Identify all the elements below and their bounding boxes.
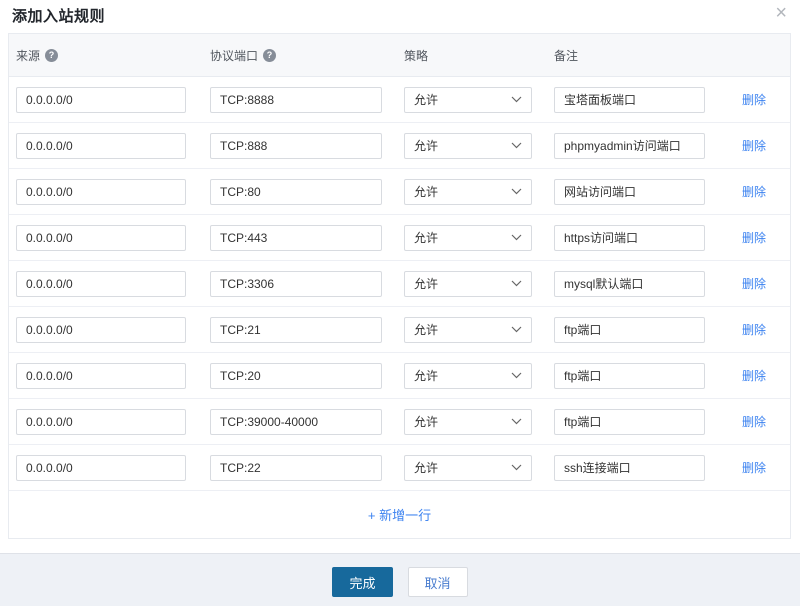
- policy-selected-value: 允许: [414, 231, 439, 245]
- delete-link[interactable]: 删除: [741, 139, 766, 153]
- delete-link[interactable]: 删除: [741, 231, 766, 245]
- inbound-rules-table: 来源 ? 协议端口 ? 策略 备注 允许: [8, 33, 791, 539]
- help-icon[interactable]: ?: [263, 48, 277, 62]
- delete-link[interactable]: 删除: [741, 277, 766, 291]
- table-header-row: 来源 ? 协议端口 ? 策略 备注: [9, 34, 790, 77]
- protocol-port-input[interactable]: [210, 224, 382, 251]
- header-protocol-port-label: 协议端口: [210, 48, 259, 63]
- policy-select[interactable]: 允许: [404, 316, 532, 343]
- remark-input[interactable]: [554, 270, 705, 297]
- policy-selected-value: 允许: [414, 461, 439, 475]
- delete-link[interactable]: 删除: [741, 369, 766, 383]
- delete-link[interactable]: 删除: [741, 185, 766, 199]
- confirm-button[interactable]: 完成: [332, 567, 393, 597]
- table-rows: 允许 删除 允许 删除: [9, 77, 790, 491]
- remark-input[interactable]: [554, 224, 705, 251]
- table-row: 允许 删除: [9, 77, 790, 123]
- delete-link[interactable]: 删除: [741, 323, 766, 337]
- policy-select[interactable]: 允许: [404, 86, 532, 113]
- policy-selected-value: 允许: [414, 369, 439, 383]
- delete-link[interactable]: 删除: [741, 461, 766, 475]
- policy-selected-value: 允许: [414, 185, 439, 199]
- help-icon[interactable]: ?: [45, 48, 59, 62]
- chevron-down-icon: [511, 464, 522, 471]
- chevron-down-icon: [511, 188, 522, 195]
- source-input[interactable]: [16, 178, 186, 205]
- cancel-button[interactable]: 取消: [407, 567, 468, 597]
- dialog-footer: 完成 取消: [0, 553, 800, 606]
- chevron-down-icon: [511, 326, 522, 333]
- page-title: 添加入站规则: [12, 8, 106, 25]
- policy-selected-value: 允许: [414, 139, 439, 153]
- table-row: 允许 删除: [9, 215, 790, 261]
- remark-input[interactable]: [554, 316, 705, 343]
- policy-select[interactable]: 允许: [404, 408, 532, 435]
- policy-selected-value: 允许: [414, 415, 439, 429]
- header-source-label: 来源: [16, 48, 41, 63]
- protocol-port-input[interactable]: [210, 408, 382, 435]
- delete-link[interactable]: 删除: [741, 415, 766, 429]
- table-row: 允许 删除: [9, 307, 790, 353]
- header-remark-label: 备注: [554, 48, 579, 63]
- table-row: 允许 删除: [9, 399, 790, 445]
- add-row-link[interactable]: + 新增一行: [367, 508, 432, 523]
- remark-input[interactable]: [554, 362, 705, 389]
- table-row: 允许 删除: [9, 123, 790, 169]
- remark-input[interactable]: [554, 132, 705, 159]
- chevron-down-icon: [511, 142, 522, 149]
- policy-select[interactable]: 允许: [404, 454, 532, 481]
- table-row: 允许 删除: [9, 445, 790, 491]
- policy-selected-value: 允许: [414, 277, 439, 291]
- header-remark: 备注: [554, 47, 705, 64]
- table-row: 允许 删除: [9, 261, 790, 307]
- remark-input[interactable]: [554, 86, 705, 113]
- remark-input[interactable]: [554, 178, 705, 205]
- source-input[interactable]: [16, 408, 186, 435]
- protocol-port-input[interactable]: [210, 454, 382, 481]
- chevron-down-icon: [511, 372, 522, 379]
- source-input[interactable]: [16, 132, 186, 159]
- policy-selected-value: 允许: [414, 93, 439, 107]
- source-input[interactable]: [16, 270, 186, 297]
- chevron-down-icon: [511, 418, 522, 425]
- chevron-down-icon: [511, 234, 522, 241]
- source-input[interactable]: [16, 86, 186, 113]
- policy-select[interactable]: 允许: [404, 224, 532, 251]
- protocol-port-input[interactable]: [210, 86, 382, 113]
- close-icon[interactable]: ×: [775, 2, 787, 24]
- policy-select[interactable]: 允许: [404, 362, 532, 389]
- protocol-port-input[interactable]: [210, 362, 382, 389]
- protocol-port-input[interactable]: [210, 178, 382, 205]
- policy-select[interactable]: 允许: [404, 270, 532, 297]
- source-input[interactable]: [16, 362, 186, 389]
- policy-selected-value: 允许: [414, 323, 439, 337]
- header-policy: 策略: [404, 47, 532, 64]
- policy-select[interactable]: 允许: [404, 132, 532, 159]
- chevron-down-icon: [511, 280, 522, 287]
- delete-link[interactable]: 删除: [741, 93, 766, 107]
- source-input[interactable]: [16, 316, 186, 343]
- header-source: 来源 ?: [16, 47, 186, 64]
- remark-input[interactable]: [554, 408, 705, 435]
- source-input[interactable]: [16, 224, 186, 251]
- protocol-port-input[interactable]: [210, 270, 382, 297]
- header-policy-label: 策略: [404, 48, 429, 63]
- remark-input[interactable]: [554, 454, 705, 481]
- protocol-port-input[interactable]: [210, 316, 382, 343]
- protocol-port-input[interactable]: [210, 132, 382, 159]
- table-row: 允许 删除: [9, 169, 790, 215]
- header-protocol-port: 协议端口 ?: [210, 47, 382, 64]
- source-input[interactable]: [16, 454, 186, 481]
- policy-select[interactable]: 允许: [404, 178, 532, 205]
- chevron-down-icon: [511, 96, 522, 103]
- table-row: 允许 删除: [9, 353, 790, 399]
